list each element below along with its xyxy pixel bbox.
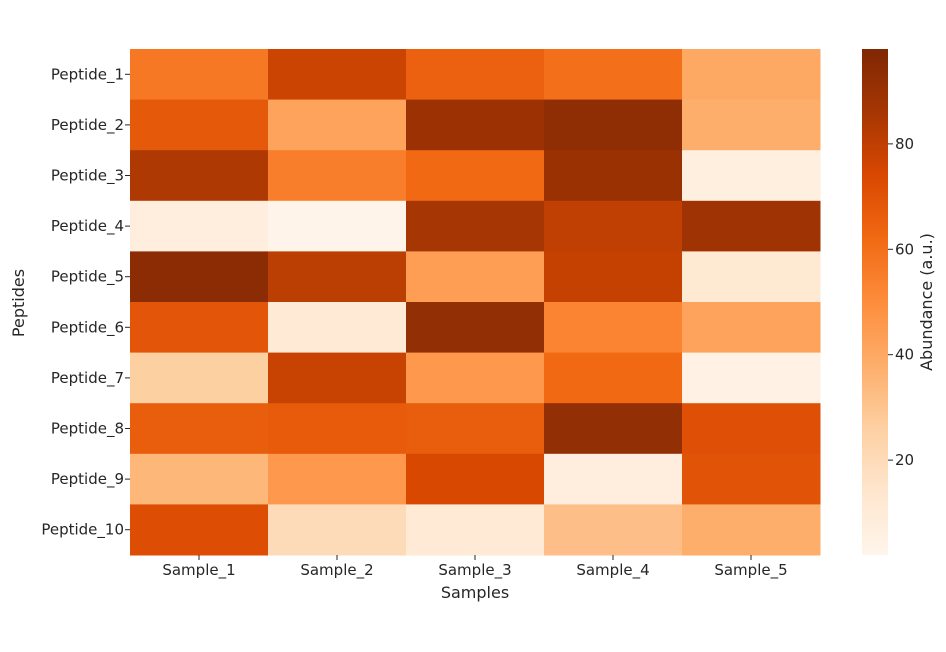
x-tick-label: Sample_1 xyxy=(162,561,235,580)
heatmap-cell xyxy=(544,302,683,354)
heatmap-cell xyxy=(130,49,269,101)
heatmap-cell xyxy=(130,352,269,404)
y-tick-label: Peptide_7 xyxy=(51,369,124,388)
y-tick-label: Peptide_4 xyxy=(51,217,124,236)
heatmap-cells xyxy=(130,49,821,556)
heatmap-cell xyxy=(682,251,821,303)
y-tick-label: Peptide_6 xyxy=(51,318,124,337)
heatmap-cell xyxy=(268,352,407,404)
heatmap-cell xyxy=(268,49,407,101)
heatmap-cell xyxy=(682,150,821,202)
colorbar-tick-label: 60 xyxy=(895,240,914,258)
heatmap-cell xyxy=(682,403,821,455)
heatmap-cell xyxy=(682,453,821,505)
heatmap-cell xyxy=(406,302,545,354)
heatmap-cell xyxy=(682,49,821,101)
heatmap-cell xyxy=(268,200,407,252)
heatmap-cell xyxy=(130,403,269,455)
heatmap-cell xyxy=(268,504,407,556)
heatmap-cell xyxy=(544,150,683,202)
heatmap-cell xyxy=(268,99,407,151)
colorbar-tick-label: 40 xyxy=(895,346,914,364)
colorbar xyxy=(862,49,888,555)
heatmap-cell xyxy=(406,453,545,505)
heatmap-cell xyxy=(130,150,269,202)
heatmap-cell xyxy=(406,49,545,101)
heatmap-cell xyxy=(268,453,407,505)
heatmap-cell xyxy=(130,99,269,151)
heatmap-cell xyxy=(406,200,545,252)
x-tick-labels: Sample_1 Sample_2 Sample_3 Sample_4 Sample_5 xyxy=(162,555,788,580)
heatmap-cell xyxy=(682,352,821,404)
heatmap-cell xyxy=(406,251,545,303)
y-tick-label: Peptide_9 xyxy=(51,470,124,489)
y-tick-labels: Peptide_1 Peptide_2 Peptide_3 Peptide_4 Pept… xyxy=(41,65,130,540)
heatmap-cell xyxy=(268,302,407,354)
colorbar-tick-label: 80 xyxy=(895,135,914,153)
y-tick-label: Peptide_8 xyxy=(51,420,124,439)
y-tick-label: Peptide_3 xyxy=(51,167,124,186)
heatmap-cell xyxy=(130,453,269,505)
heatmap-cell xyxy=(544,49,683,101)
heatmap-cell xyxy=(130,200,269,252)
x-axis-label: Samples xyxy=(441,583,509,602)
y-tick-label: Peptide_1 xyxy=(51,65,124,84)
heatmap-cell xyxy=(406,150,545,202)
heatmap-cell xyxy=(682,99,821,151)
heatmap-cell xyxy=(406,403,545,455)
y-tick-label: Peptide_5 xyxy=(51,268,124,287)
y-tick-label: Peptide_2 xyxy=(51,116,124,135)
heatmap-cell xyxy=(268,251,407,303)
colorbar-label: Abundance (a.u.) xyxy=(917,233,936,371)
heatmap-cell xyxy=(544,403,683,455)
heatmap-cell xyxy=(406,504,545,556)
heatmap-cell xyxy=(268,403,407,455)
y-tick-label: Peptide_10 xyxy=(41,521,124,540)
colorbar-tick-label: 20 xyxy=(895,451,914,469)
y-axis-label: Peptides xyxy=(9,269,28,337)
heatmap-cell xyxy=(544,504,683,556)
heatmap-cell xyxy=(682,200,821,252)
heatmap-cell xyxy=(544,99,683,151)
heatmap-cell xyxy=(406,352,545,404)
colorbar-ticks: 20 40 60 80 xyxy=(888,135,914,469)
heatmap-cell xyxy=(544,251,683,303)
x-tick-label: Sample_4 xyxy=(576,561,649,580)
heatmap-cell xyxy=(682,302,821,354)
heatmap-cell xyxy=(544,453,683,505)
x-tick-label: Sample_3 xyxy=(438,561,511,580)
heatmap-cell xyxy=(268,150,407,202)
heatmap-cell xyxy=(682,504,821,556)
heatmap-cell xyxy=(130,302,269,354)
heatmap-cell xyxy=(130,251,269,303)
heatmap-cell xyxy=(544,200,683,252)
heatmap-cell xyxy=(406,99,545,151)
heatmap-cell xyxy=(130,504,269,556)
x-tick-label: Sample_2 xyxy=(300,561,373,580)
x-tick-label: Sample_5 xyxy=(714,561,787,580)
heatmap-cell xyxy=(544,352,683,404)
